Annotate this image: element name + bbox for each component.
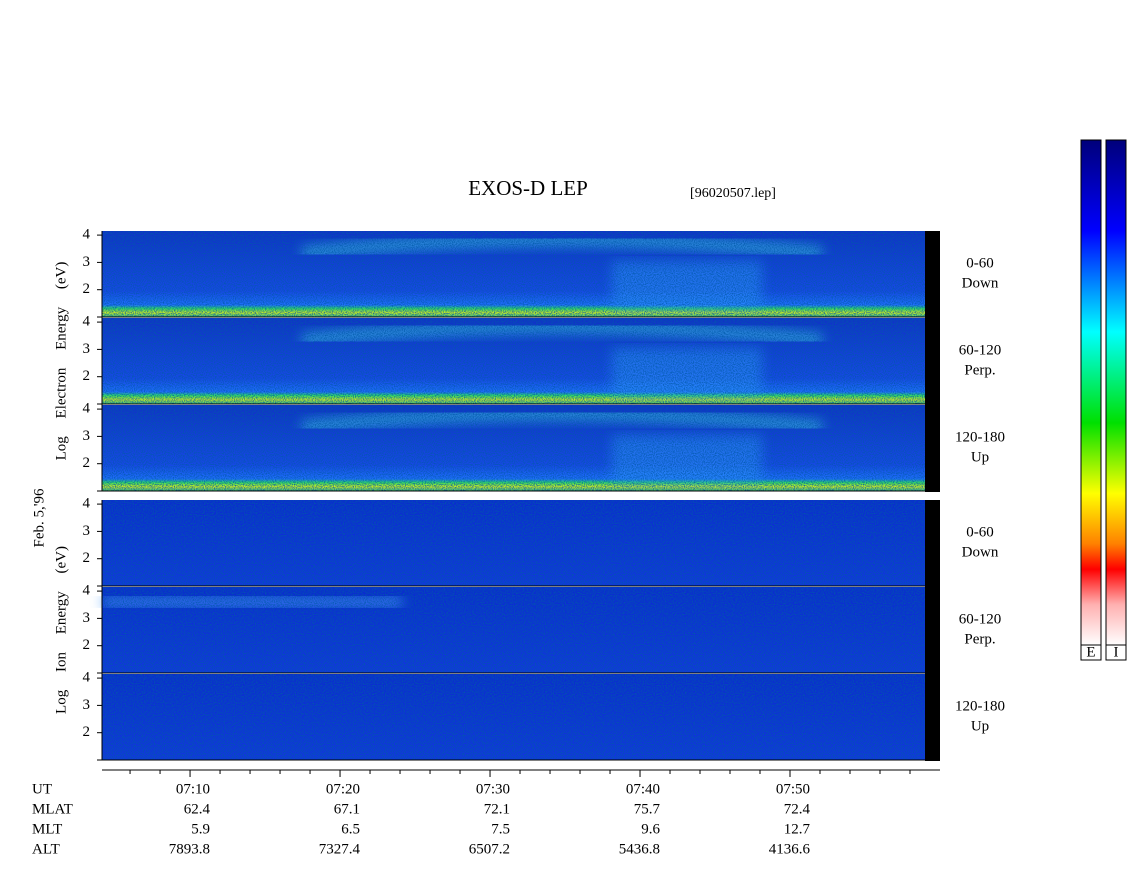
table-cell: 7.5 — [491, 821, 510, 837]
black-strip — [925, 318, 940, 405]
x-tick-label: 07:20 — [326, 781, 360, 797]
table-cell: 7893.8 — [169, 841, 210, 857]
chart-title: EXOS-D LEP — [468, 176, 588, 200]
colorbar-label: E — [1086, 644, 1095, 660]
y-axis-label: Log Electron Energy (eV) — [53, 262, 69, 461]
file-name: [96020507.lep] — [690, 186, 776, 201]
colorbars: E I — [1080, 139, 1127, 661]
y-tick-label: 2 — [83, 281, 91, 297]
y-tick-label: 4 — [83, 314, 91, 330]
table-cell: 62.4 — [184, 801, 211, 817]
x-tick-label: 07:40 — [626, 781, 660, 797]
y-tick-label: 4 — [83, 227, 91, 243]
row-label: ALT — [32, 841, 60, 857]
table-cell: 5.9 — [191, 821, 210, 837]
y-tick-label: 4 — [83, 401, 91, 417]
y-tick-label: 4 — [83, 670, 91, 686]
direction-label: Perp. — [964, 631, 995, 647]
x-tick-label: 07:50 — [776, 781, 810, 797]
y-tick-label: 4 — [83, 496, 91, 512]
angle-label: 0-60 — [966, 255, 994, 271]
noise — [102, 674, 940, 760]
noise — [102, 405, 940, 491]
table-cell: 9.6 — [641, 821, 660, 837]
y-tick-label: 3 — [83, 428, 91, 444]
table-cell: 75.7 — [634, 801, 661, 817]
table-cell: 6.5 — [341, 821, 360, 837]
direction-label: Up — [971, 718, 989, 734]
colorbar-label: I — [1114, 644, 1119, 660]
noise — [102, 500, 940, 586]
y-axis-label: Log Ion Energy (eV) — [53, 546, 69, 714]
y-tick-label: 3 — [83, 341, 91, 357]
angle-label: 120-180 — [955, 429, 1005, 445]
black-strip — [925, 674, 940, 761]
y-tick-label: 3 — [83, 523, 91, 539]
y-tick-label: 3 — [83, 254, 91, 270]
colorbar-label-box — [1080, 644, 1102, 661]
y-tick-label: 2 — [83, 455, 91, 471]
y-tick-label: 4 — [83, 583, 91, 599]
y-tick-label: 2 — [83, 368, 91, 384]
x-tick-label: 07:30 — [476, 781, 510, 797]
angle-label: 60-120 — [959, 342, 1002, 358]
table-cell: 72.1 — [484, 801, 510, 817]
noise — [102, 587, 940, 673]
noise — [102, 231, 940, 317]
colorbar — [1105, 139, 1127, 646]
y-tick-label: 3 — [83, 610, 91, 626]
colorbar — [1080, 139, 1102, 646]
table-cell: 7327.4 — [319, 841, 361, 857]
angle-label: 0-60 — [966, 524, 994, 540]
direction-label: Up — [971, 449, 989, 465]
table-cell: 72.4 — [784, 801, 811, 817]
table-cell: 5436.8 — [619, 841, 660, 857]
y-tick-label: 3 — [83, 697, 91, 713]
row-label: MLT — [32, 821, 62, 837]
black-strip — [925, 500, 940, 587]
table-cell: 6507.2 — [469, 841, 510, 857]
direction-label: Down — [962, 275, 999, 291]
row-label: UT — [32, 781, 52, 797]
angle-label: 120-180 — [955, 698, 1005, 714]
colorbar-label-box — [1105, 644, 1127, 661]
black-strip — [925, 231, 940, 318]
y-tick-label: 2 — [83, 637, 91, 653]
direction-label: Perp. — [964, 362, 995, 378]
noise — [102, 318, 940, 404]
date-label: Feb. 5,'96 — [31, 488, 47, 547]
table-cell: 67.1 — [334, 801, 360, 817]
y-tick-label: 2 — [83, 724, 91, 740]
black-strip — [925, 405, 940, 492]
row-label: MLAT — [32, 801, 73, 817]
x-tick-label: 07:10 — [176, 781, 210, 797]
panel-group: 2 3 4 0-60 Down 2 3 4 60-120 Perp. 2 3 4 120-180 Up Log… — [53, 496, 1005, 761]
table-cell: 12.7 — [784, 821, 811, 837]
direction-label: Down — [962, 544, 999, 560]
angle-label: 60-120 — [959, 611, 1002, 627]
table-cell: 4136.6 — [769, 841, 811, 857]
panel-group: 2 3 4 0-60 Down 2 3 4 60-120 Perp. 2 3 4 120-180 Up Log… — [53, 227, 1005, 492]
y-tick-label: 2 — [83, 550, 91, 566]
black-strip — [925, 587, 940, 674]
